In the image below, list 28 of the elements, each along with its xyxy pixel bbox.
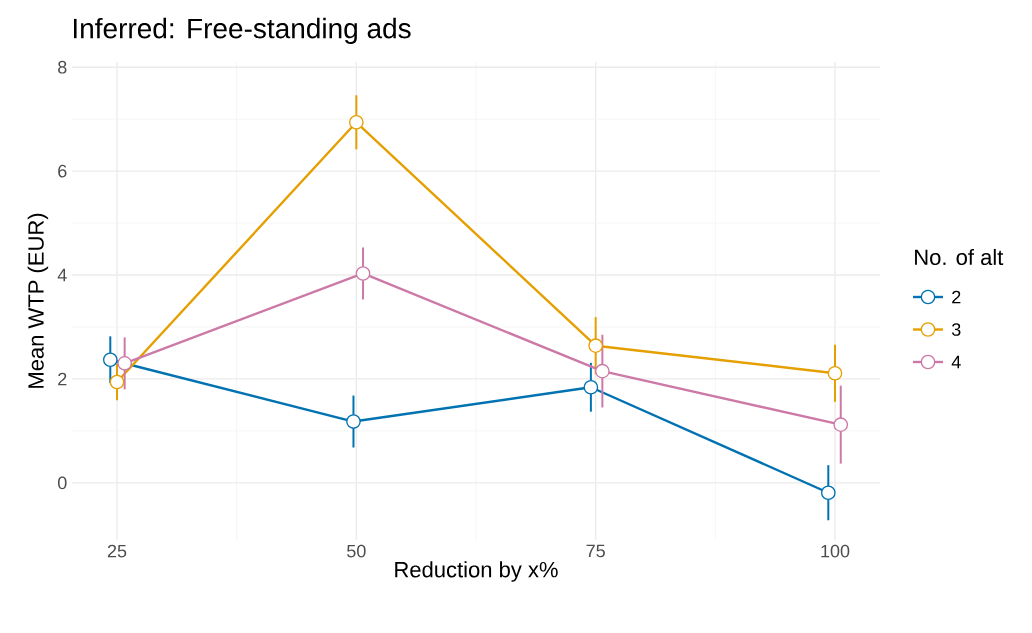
x-axis-title: Reduction by x% — [395, 561, 558, 582]
point — [346, 414, 361, 429]
point — [595, 363, 610, 379]
y-axis-title: Mean WTP (EUR) — [27, 213, 49, 388]
y-tick-label: 4 — [57, 268, 67, 282]
point — [117, 356, 132, 371]
y-tick-label: 2 — [58, 372, 67, 386]
point — [355, 266, 371, 281]
y-tick-label: 0 — [57, 476, 67, 490]
legend-label: 4 — [951, 355, 961, 369]
x-tick-label: 50 — [347, 544, 366, 558]
point — [827, 365, 843, 381]
chart-title: Inferred: Free-standing ads — [73, 17, 411, 44]
point — [583, 379, 599, 395]
legend-label: 2 — [952, 290, 961, 304]
x-tick-label: 25 — [107, 544, 127, 558]
y-tick-label: 6 — [58, 164, 67, 178]
x-tick-label: 100 — [821, 544, 850, 558]
legend-title: No. of alt — [915, 248, 1004, 266]
point — [588, 338, 603, 354]
y-tick-label: 8 — [58, 60, 67, 74]
point — [820, 485, 836, 501]
legend-label: 3 — [951, 323, 961, 336]
point — [833, 417, 849, 432]
point — [102, 352, 118, 368]
point — [349, 114, 364, 130]
x-tick-label: 75 — [586, 544, 605, 558]
point — [109, 374, 125, 390]
